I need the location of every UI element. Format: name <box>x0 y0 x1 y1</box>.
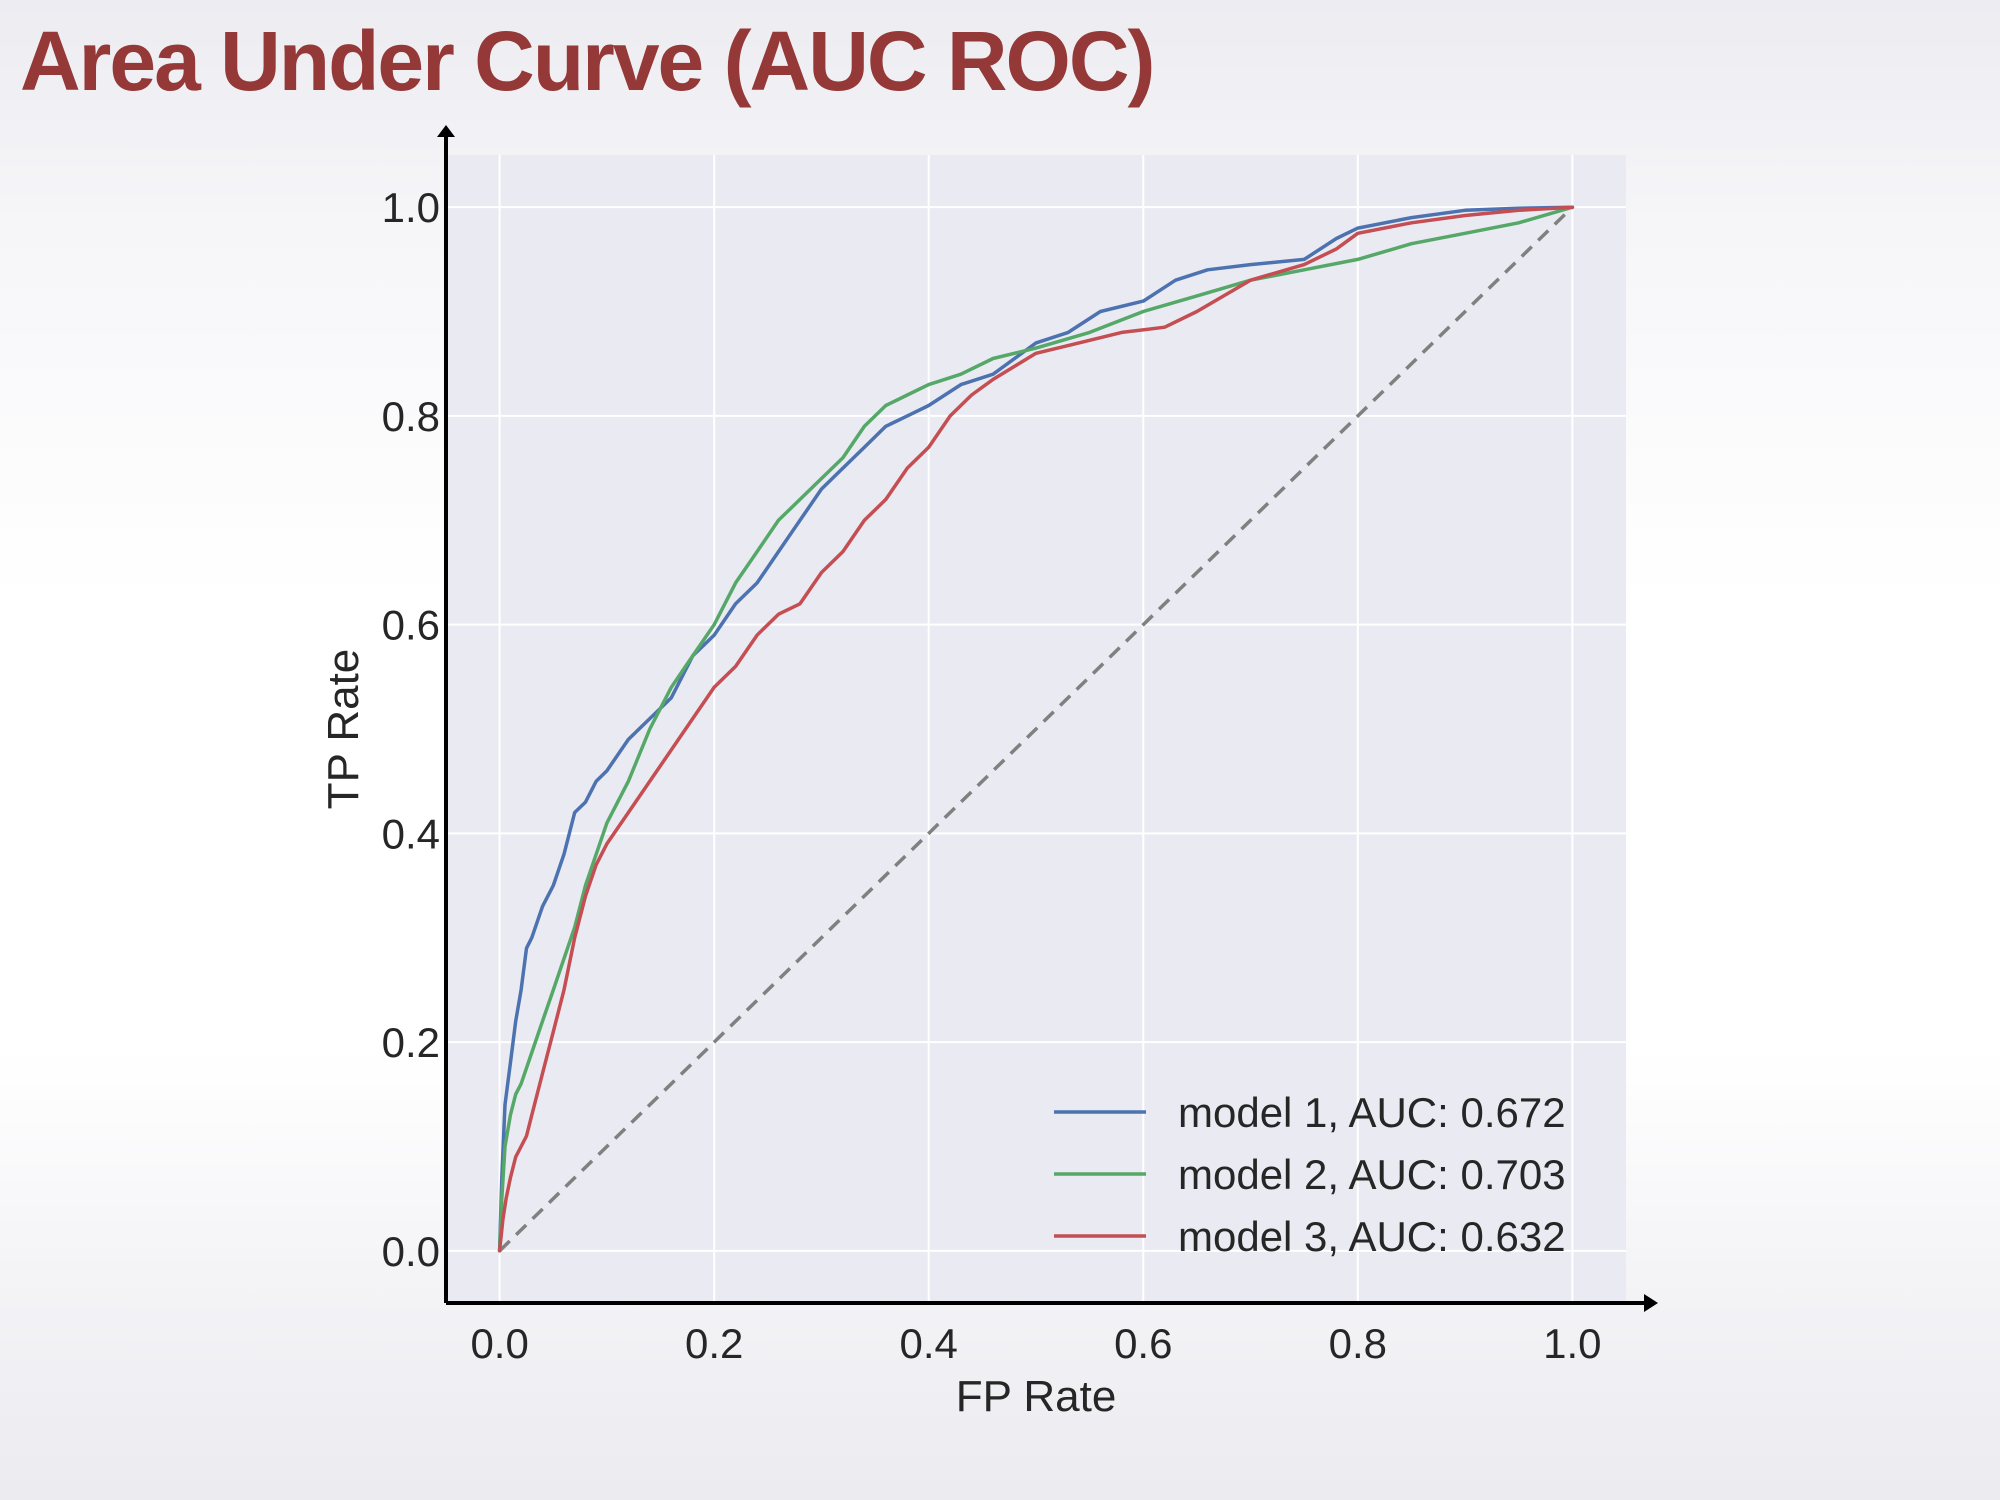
x-axis-arrow <box>1644 1294 1658 1312</box>
y-tick-label: 1.0 <box>382 184 440 231</box>
legend-label-model-3: model 3, AUC: 0.632 <box>1178 1213 1566 1260</box>
y-axis-arrow <box>437 125 455 137</box>
x-tick-label: 0.8 <box>1329 1320 1387 1367</box>
diagonal-reference <box>498 205 1574 1253</box>
x-tick-label: 0.4 <box>900 1320 958 1367</box>
series-line-model-3 <box>497 205 1575 1253</box>
y-tick-label: 0.0 <box>382 1228 440 1275</box>
series-lines <box>497 205 1575 1253</box>
legend-label-model-2: model 2, AUC: 0.703 <box>1178 1151 1566 1198</box>
y-tick-label: 0.4 <box>382 810 440 857</box>
x-tick-label: 0.2 <box>685 1320 743 1367</box>
y-axis-label: TP Rate <box>319 649 368 810</box>
y-tick-label: 0.2 <box>382 1019 440 1066</box>
axes <box>437 125 1658 1312</box>
slide-title: Area Under Curve (AUC ROC) <box>20 14 1156 108</box>
tick-labels: 0.0 0.2 0.4 0.6 0.8 1.0 0.0 0.2 0.4 0.6 0.8 1.0 <box>382 184 1602 1367</box>
legend: model 1, AUC: 0.672 model 2, AUC: 0.703 mo… <box>1054 1089 1566 1260</box>
axis-labels: FP Rate TP Rate <box>319 649 1116 1421</box>
x-tick-label: 0.0 <box>470 1320 528 1367</box>
y-tick-label: 0.6 <box>382 602 440 649</box>
series-line-model-2 <box>497 205 1575 1253</box>
x-tick-label: 0.6 <box>1114 1320 1172 1367</box>
x-tick-label: 1.0 <box>1543 1320 1601 1367</box>
y-tick-label: 0.8 <box>382 393 440 440</box>
legend-label-model-1: model 1, AUC: 0.672 <box>1178 1089 1566 1136</box>
diagonal-line <box>498 205 1574 1253</box>
series-line-model-1 <box>497 205 1575 1253</box>
x-axis-label: FP Rate <box>956 1372 1117 1421</box>
